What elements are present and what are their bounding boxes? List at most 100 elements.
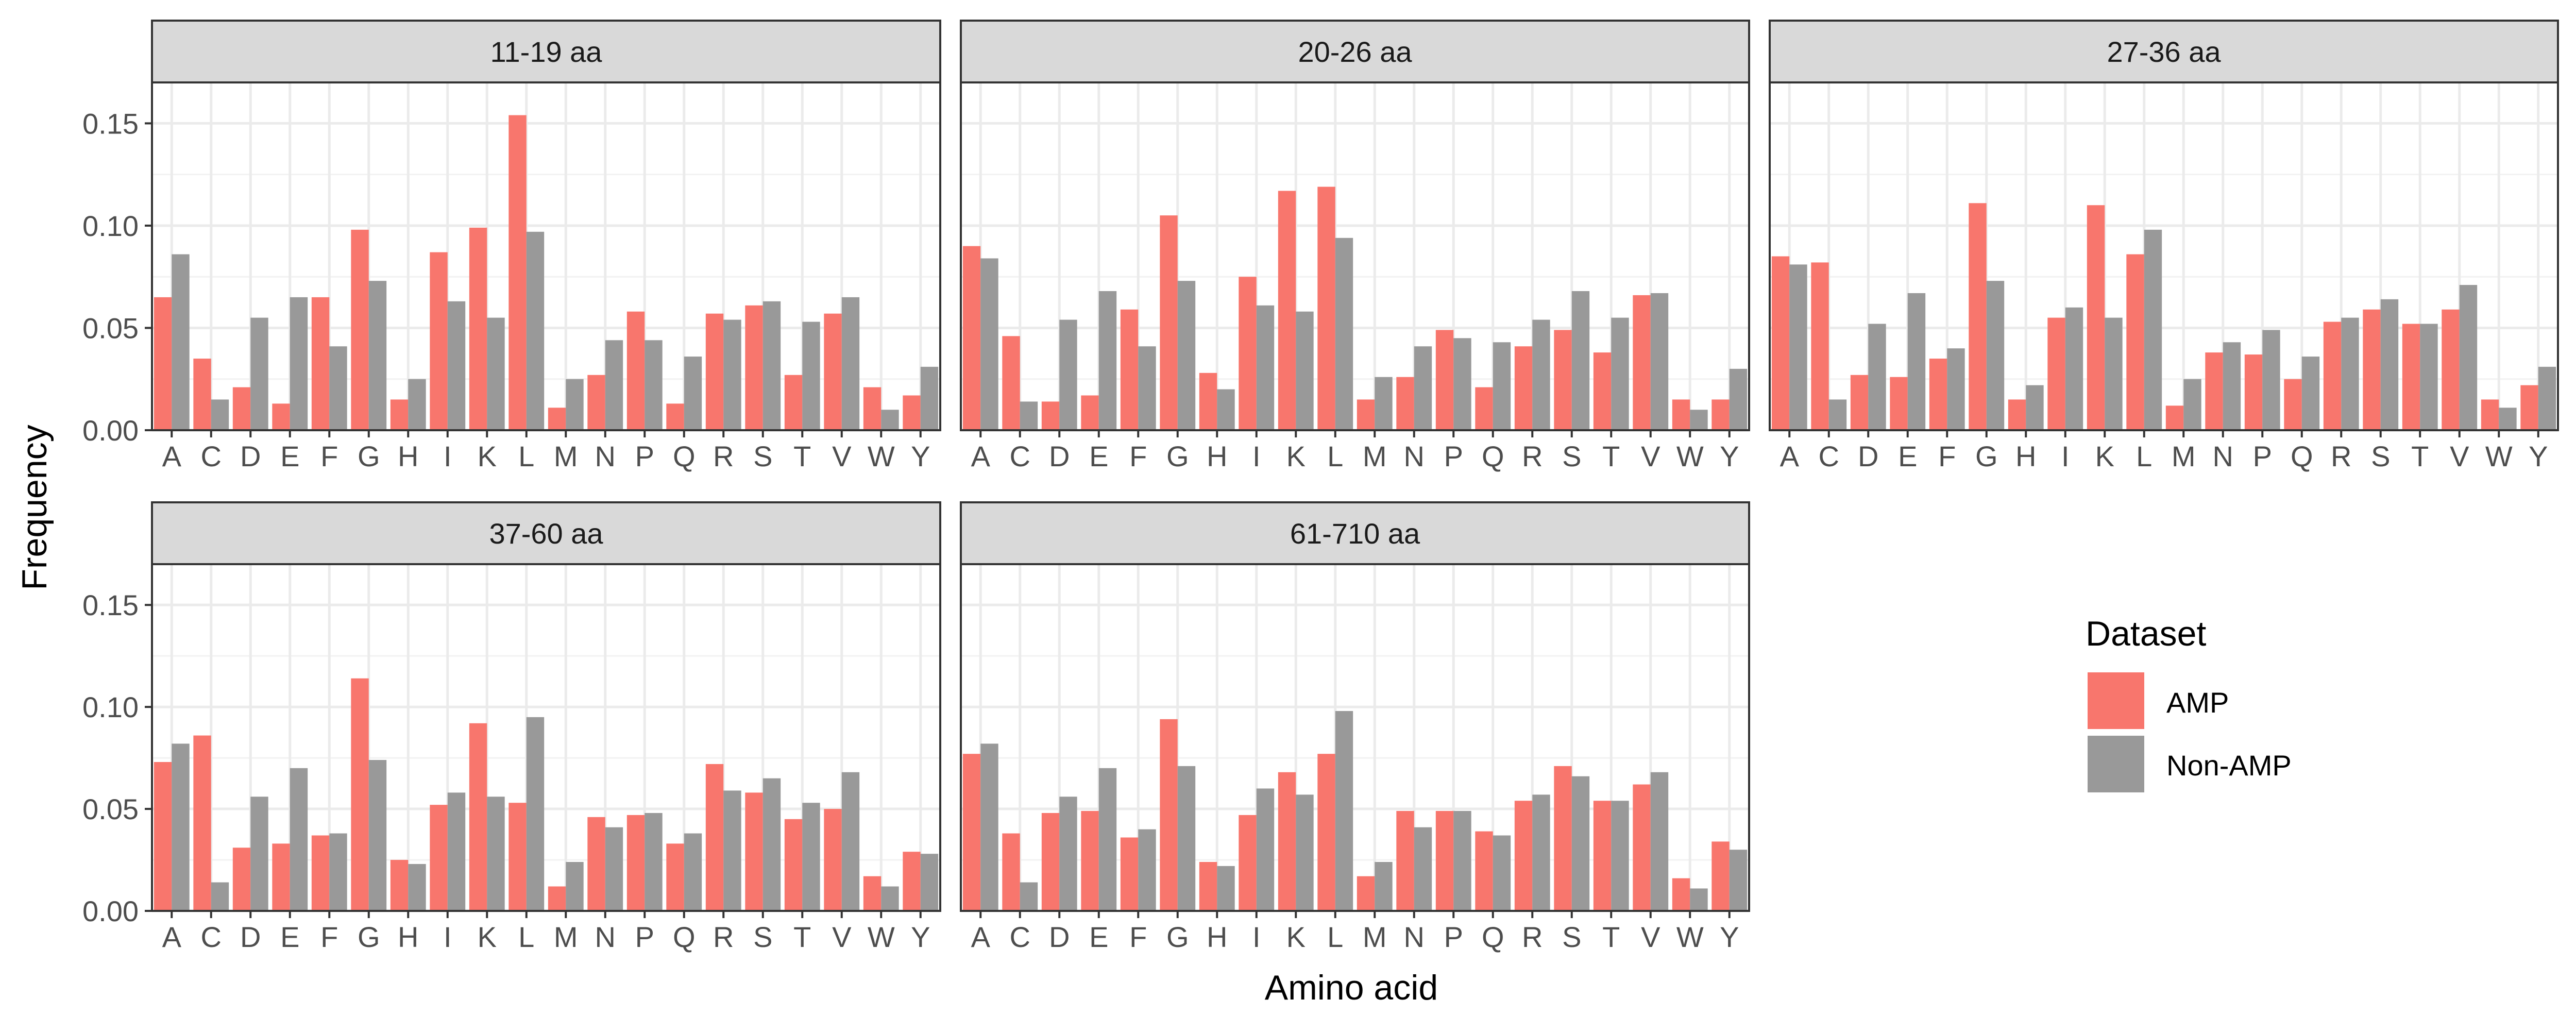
bar-non-amp-T [1611, 317, 1629, 430]
panel-border [1769, 81, 2559, 431]
x-tick-label: Y [911, 921, 930, 953]
plot-background [152, 82, 940, 430]
bar-amp-M [548, 886, 566, 911]
bar-non-amp-E [1098, 768, 1117, 911]
bar-non-amp-S [1571, 776, 1590, 911]
bar-amp-I [430, 252, 448, 430]
bar-non-amp-V [841, 772, 860, 911]
x-tick-label: E [1898, 440, 1917, 472]
panel: 11-19 aa 0.00 0.05 0.10 0.15 A C D E F G H I K L M N P Q R S… [82, 20, 941, 472]
bar-non-amp-R [2341, 317, 2359, 430]
bar-amp-F [311, 297, 330, 430]
x-tick-label: T [2411, 440, 2429, 472]
bar-non-amp-Y [920, 366, 939, 430]
bar-amp-S [745, 305, 763, 430]
x-tick-label: V [832, 921, 852, 953]
x-tick-label: D [1049, 440, 1070, 472]
bar-amp-I [1239, 815, 1257, 911]
x-tick-label: C [1010, 440, 1030, 472]
bar-non-amp-Q [684, 833, 702, 911]
panel-strip [1769, 20, 2559, 83]
x-tick-label: V [1641, 440, 1660, 472]
bar-amp-A [962, 754, 981, 911]
bar-non-amp-L [2144, 229, 2162, 430]
bar-non-amp-E [290, 768, 308, 911]
x-tick-label: S [753, 921, 772, 953]
bar-amp-T [784, 375, 803, 430]
bar-non-amp-C [211, 399, 229, 430]
bar-non-amp-T [1611, 801, 1629, 911]
bar-non-amp-G [368, 281, 387, 430]
x-tick-label: W [2485, 440, 2513, 472]
bar-non-amp-F [1947, 348, 1965, 430]
x-tick-label: Q [673, 921, 696, 953]
panel-border [960, 563, 1750, 912]
bar-amp-S [1554, 766, 1572, 911]
x-tick-label: W [868, 921, 895, 953]
bar-amp-C [193, 359, 211, 430]
bar-amp-V [1633, 784, 1651, 911]
bar-non-amp-A [172, 254, 190, 430]
x-tick-label: A [971, 921, 991, 953]
x-tick-label: Q [2291, 440, 2313, 472]
x-tick-label: H [398, 440, 418, 472]
legend-key-non-amp [2088, 736, 2144, 792]
bar-amp-I [1239, 277, 1257, 430]
bar-non-amp-N [1414, 827, 1432, 911]
bar-non-amp-W [881, 886, 899, 911]
x-tick-label: Q [1482, 440, 1504, 472]
bar-amp-V [824, 313, 842, 430]
bar-non-amp-Y [2538, 366, 2556, 430]
x-tick-label: R [713, 921, 734, 953]
bar-non-amp-K [487, 797, 505, 911]
y-tick-label: 0.15 [82, 589, 139, 621]
bar-non-amp-Q [1493, 835, 1511, 911]
bar-amp-R [705, 313, 724, 430]
x-tick-label: W [1676, 921, 1704, 953]
bar-amp-P [626, 311, 645, 430]
bar-amp-L [1317, 187, 1335, 430]
x-tick-label: C [1010, 921, 1030, 953]
bar-non-amp-M [566, 379, 584, 430]
x-tick-label: N [1404, 440, 1425, 472]
bar-non-amp-C [211, 882, 229, 911]
plot-background [152, 564, 940, 911]
bar-non-amp-K [1296, 311, 1314, 430]
bar-amp-H [1199, 861, 1217, 911]
x-tick-label: L [518, 440, 534, 472]
bar-non-amp-D [250, 317, 268, 430]
y-tick-label: 0.15 [82, 107, 139, 140]
x-tick-label: I [1252, 921, 1261, 953]
x-tick-label: P [1444, 921, 1463, 953]
bar-amp-W [863, 876, 882, 911]
bar-non-amp-P [2262, 330, 2280, 430]
x-tick-label: S [2371, 440, 2390, 472]
x-tick-label: K [1286, 440, 1306, 472]
bar-amp-Q [1475, 387, 1493, 430]
bar-non-amp-H [1217, 389, 1235, 430]
bar-amp-V [1633, 295, 1651, 430]
x-tick-label: M [1363, 921, 1387, 953]
bar-non-amp-K [2105, 317, 2123, 430]
bar-amp-R [1514, 346, 1533, 430]
x-tick-label: T [793, 921, 811, 953]
bar-amp-K [2087, 205, 2105, 430]
x-tick-label: A [971, 440, 991, 472]
bar-amp-L [2126, 254, 2144, 430]
bar-amp-Q [666, 403, 684, 430]
bar-non-amp-W [2499, 408, 2517, 430]
bar-amp-C [1002, 336, 1020, 430]
bar-amp-W [1672, 399, 1690, 430]
bar-amp-G [351, 678, 369, 911]
bar-non-amp-C [1020, 882, 1038, 911]
bar-amp-E [1081, 395, 1099, 430]
bar-non-amp-M [2183, 379, 2201, 430]
y-tick-label: 0.05 [82, 312, 139, 344]
bar-non-amp-R [723, 319, 741, 430]
bar-amp-T [1593, 352, 1612, 430]
x-tick-label: F [1129, 921, 1147, 953]
x-tick-label: L [1327, 440, 1343, 472]
x-tick-label: K [2095, 440, 2114, 472]
bar-amp-R [1514, 801, 1533, 911]
legend: Dataset AMP Non-AMP [2086, 614, 2292, 792]
